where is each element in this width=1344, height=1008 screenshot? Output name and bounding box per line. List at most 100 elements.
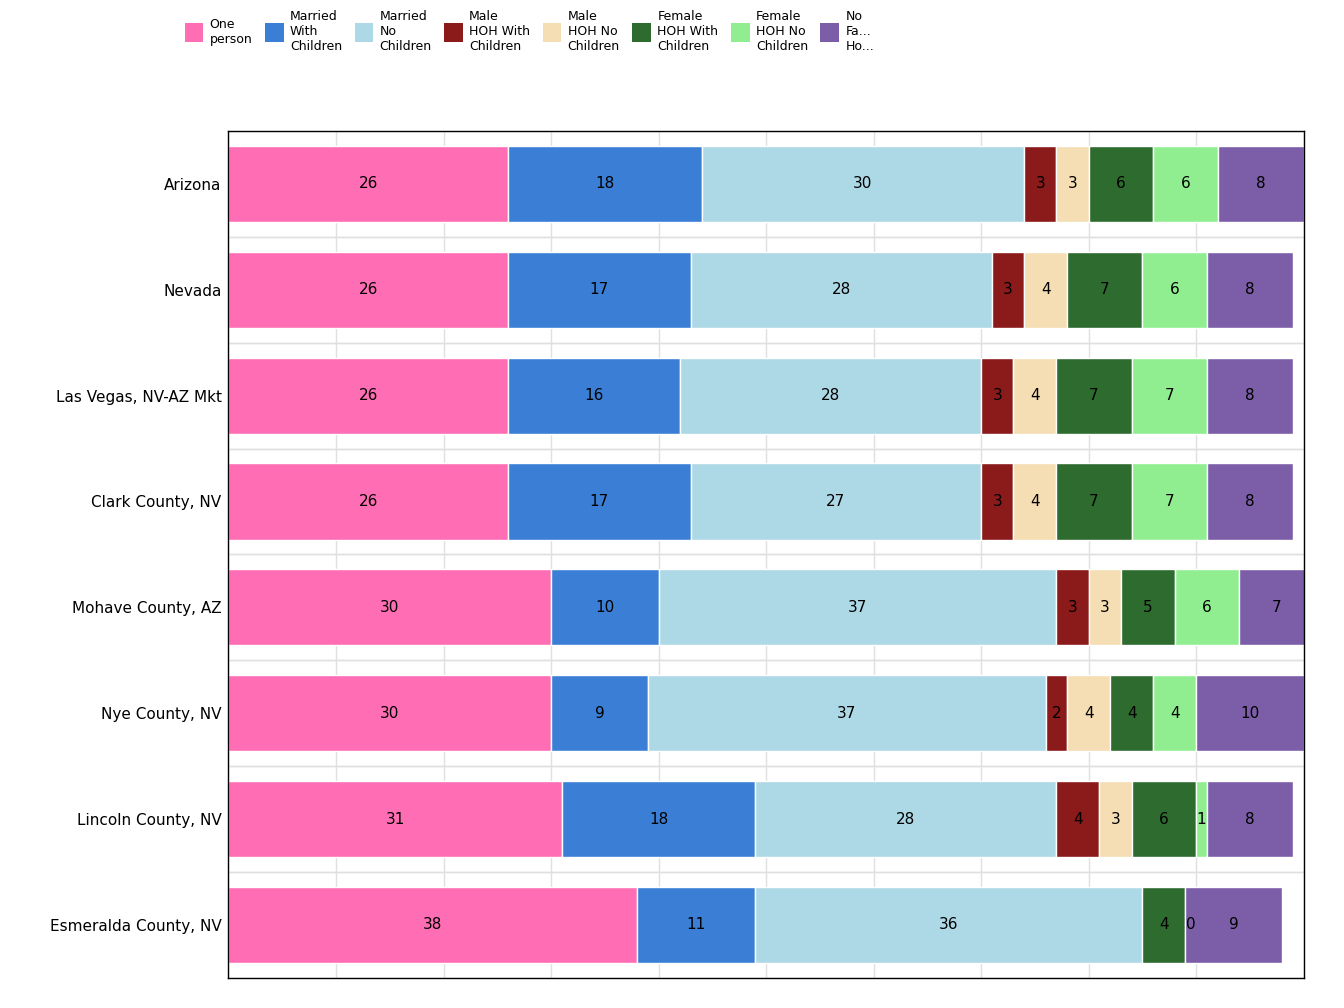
Text: 37: 37: [848, 600, 867, 615]
Text: 4: 4: [1073, 811, 1083, 827]
Bar: [1056, 464, 1132, 539]
Text: 3: 3: [1035, 176, 1046, 192]
Bar: [755, 781, 1056, 857]
Bar: [1024, 252, 1067, 328]
Text: 17: 17: [590, 282, 609, 297]
Text: 4: 4: [1083, 706, 1094, 721]
Text: 5: 5: [1142, 600, 1153, 615]
Text: 8: 8: [1245, 282, 1255, 297]
Bar: [508, 252, 691, 328]
Bar: [691, 464, 981, 539]
Bar: [1056, 781, 1099, 857]
Bar: [702, 146, 1024, 222]
Bar: [1218, 146, 1304, 222]
Text: 3: 3: [1099, 600, 1110, 615]
Text: 9: 9: [1228, 917, 1239, 932]
Text: 7: 7: [1099, 282, 1110, 297]
Text: 28: 28: [896, 811, 915, 827]
Text: 17: 17: [590, 494, 609, 509]
Bar: [1196, 675, 1304, 751]
Bar: [228, 675, 551, 751]
Text: 4: 4: [1126, 706, 1137, 721]
Bar: [508, 358, 680, 433]
Bar: [228, 570, 551, 645]
Text: 11: 11: [687, 917, 706, 932]
Bar: [1013, 358, 1056, 433]
Text: 31: 31: [386, 811, 405, 827]
Bar: [981, 464, 1013, 539]
Text: 4: 4: [1030, 388, 1040, 403]
Bar: [680, 358, 981, 433]
Text: 4: 4: [1030, 494, 1040, 509]
Text: 26: 26: [359, 388, 378, 403]
Text: 8: 8: [1245, 494, 1255, 509]
Bar: [1089, 146, 1153, 222]
Text: 8: 8: [1245, 388, 1255, 403]
Text: 18: 18: [649, 811, 668, 827]
Text: 7: 7: [1164, 494, 1175, 509]
Text: 36: 36: [939, 917, 958, 932]
Text: 30: 30: [853, 176, 872, 192]
Text: 6: 6: [1180, 176, 1191, 192]
Text: 8: 8: [1245, 811, 1255, 827]
Bar: [551, 570, 659, 645]
Text: 28: 28: [821, 388, 840, 403]
Bar: [551, 675, 648, 751]
Bar: [1089, 570, 1121, 645]
Text: 30: 30: [380, 600, 399, 615]
Bar: [228, 464, 508, 539]
Bar: [1024, 146, 1056, 222]
Bar: [1132, 464, 1207, 539]
Bar: [1099, 781, 1132, 857]
Text: 30: 30: [380, 706, 399, 721]
Bar: [1207, 252, 1293, 328]
Text: 27: 27: [827, 494, 845, 509]
Text: 3: 3: [1003, 282, 1013, 297]
Text: 2: 2: [1051, 706, 1062, 721]
Bar: [1207, 358, 1293, 433]
Text: 3: 3: [1110, 811, 1121, 827]
Bar: [981, 358, 1013, 433]
Bar: [1196, 781, 1207, 857]
Bar: [228, 781, 562, 857]
Bar: [1056, 358, 1132, 433]
Bar: [659, 570, 1056, 645]
Legend: One
person, Married
With
Children, Married
No
Children, Male
HOH With
Children, : One person, Married With Children, Marri…: [181, 6, 878, 56]
Bar: [1207, 781, 1293, 857]
Text: 4: 4: [1169, 706, 1180, 721]
Bar: [1056, 146, 1089, 222]
Text: 6: 6: [1202, 600, 1212, 615]
Text: 4: 4: [1040, 282, 1051, 297]
Bar: [228, 358, 508, 433]
Bar: [1142, 887, 1185, 963]
Bar: [1153, 146, 1218, 222]
Text: 37: 37: [837, 706, 856, 721]
Bar: [1185, 887, 1282, 963]
Text: 1: 1: [1196, 811, 1207, 827]
Bar: [1067, 252, 1142, 328]
Text: 4: 4: [1159, 917, 1169, 932]
Text: 3: 3: [1067, 176, 1078, 192]
Bar: [508, 464, 691, 539]
Text: 6: 6: [1169, 282, 1180, 297]
Bar: [1175, 570, 1239, 645]
Text: 8: 8: [1255, 176, 1266, 192]
Bar: [1110, 675, 1153, 751]
Bar: [508, 146, 702, 222]
Text: 16: 16: [585, 388, 603, 403]
Bar: [1207, 464, 1293, 539]
Bar: [755, 887, 1142, 963]
Bar: [1142, 252, 1207, 328]
Text: 10: 10: [595, 600, 614, 615]
Bar: [228, 146, 508, 222]
Text: 3: 3: [992, 494, 1003, 509]
Text: 6: 6: [1159, 811, 1169, 827]
Text: 26: 26: [359, 494, 378, 509]
Text: 26: 26: [359, 176, 378, 192]
Text: 38: 38: [423, 917, 442, 932]
Bar: [637, 887, 755, 963]
Text: 7: 7: [1164, 388, 1175, 403]
Text: 10: 10: [1241, 706, 1259, 721]
Bar: [992, 252, 1024, 328]
Text: 6: 6: [1116, 176, 1126, 192]
